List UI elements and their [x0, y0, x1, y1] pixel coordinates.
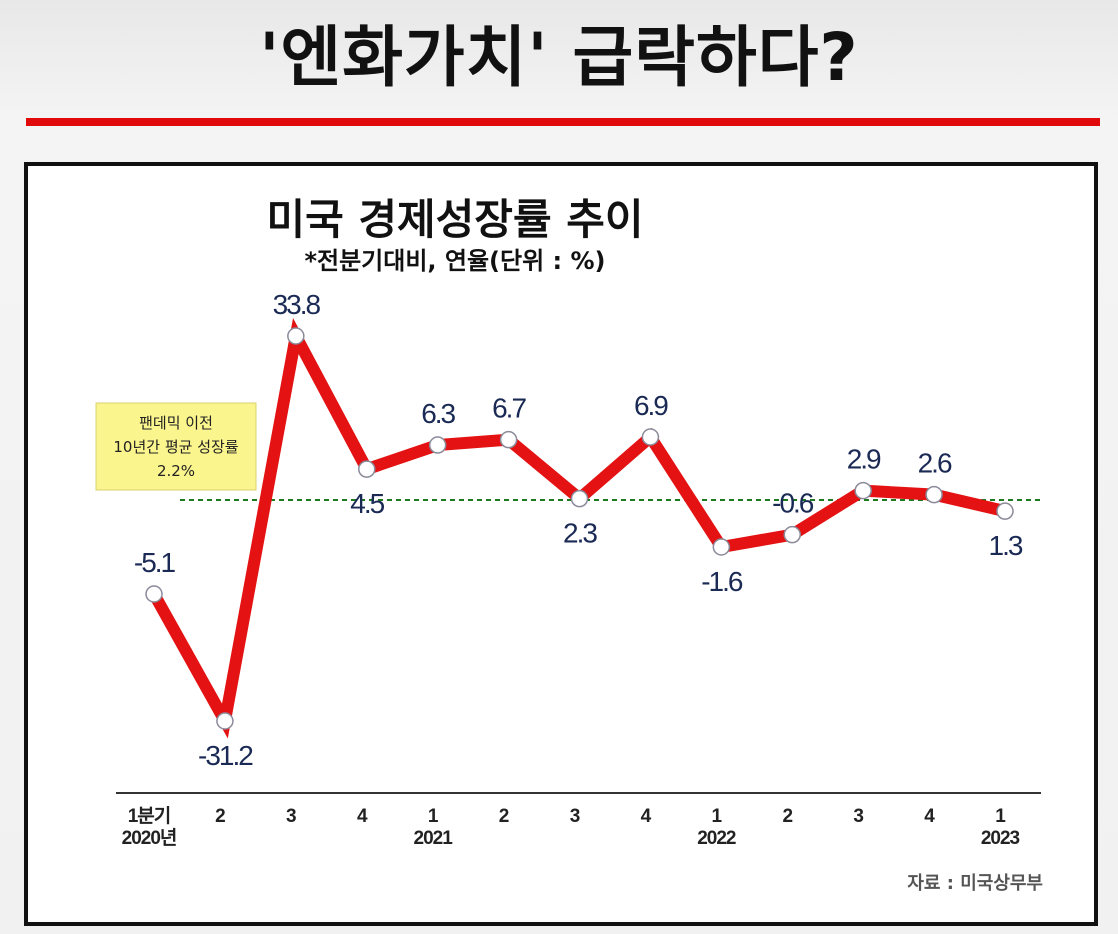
value-label: 6.7 — [492, 393, 526, 424]
data-point — [712, 538, 731, 556]
note-line-3: 2.2% — [157, 462, 195, 480]
x-tick-label: 3 — [286, 806, 296, 827]
x-tick-label: 4 — [641, 806, 652, 827]
source-note: 자료 : 미국상무부 — [907, 873, 1043, 894]
value-label: -1.6 — [701, 566, 743, 597]
note-line-1: 팬데믹 이전 — [139, 414, 213, 432]
data-point — [287, 327, 305, 345]
x-tick-label: 1 — [712, 806, 723, 827]
value-label: -5.1 — [134, 547, 176, 578]
chart-subtitle: *전분기대비, 연율(단위 : %) — [304, 247, 605, 275]
value-label: 6.3 — [421, 398, 455, 429]
x-tick-label: 2 — [499, 806, 509, 827]
x-tick-label: 1분기 — [128, 805, 171, 827]
growth-rate-chart: 미국 경제성장률 추이 *전분기대비, 연율(단위 : %) 팬데믹 이전 10… — [95, 195, 1043, 894]
x-tick-label: 4 — [924, 806, 935, 827]
value-label: -31.2 — [198, 740, 253, 771]
x-year-label: 2020년 — [122, 827, 177, 849]
x-year-label: 2021 — [414, 828, 454, 849]
x-tick-label: 1 — [428, 806, 439, 827]
data-point — [358, 460, 376, 478]
value-label: 6.9 — [634, 390, 668, 421]
value-label: 2.3 — [563, 518, 597, 549]
value-label: 2.9 — [847, 444, 881, 475]
data-point — [641, 428, 660, 446]
x-tick-label: 1 — [995, 806, 1006, 827]
chart-title: 미국 경제성장률 추이 — [266, 195, 643, 244]
value-label: 4.5 — [350, 488, 384, 519]
x-tick-label: 2 — [782, 806, 792, 827]
x-year-label: 2023 — [981, 828, 1020, 849]
data-point — [854, 481, 872, 500]
value-label: -0.6 — [772, 488, 814, 519]
x-tick-label: 3 — [853, 806, 863, 827]
headline: '엔화가치' 급락하다? — [259, 19, 859, 96]
data-point — [499, 430, 518, 449]
data-point — [145, 585, 163, 603]
value-label: 2.6 — [918, 448, 952, 479]
x-tick-label: 4 — [357, 806, 368, 827]
data-point — [783, 525, 801, 544]
data-point — [428, 436, 447, 454]
chart-frame: 미국 경제성장률 추이 *전분기대비, 연율(단위 : %) 팬데믹 이전 10… — [24, 162, 1098, 926]
x-tick-label: 3 — [570, 806, 580, 827]
data-point — [996, 502, 1014, 520]
data-point — [216, 712, 234, 730]
value-label: 1.3 — [989, 530, 1023, 561]
value-label: 33.8 — [273, 289, 321, 320]
x-tick-label: 2 — [215, 806, 225, 827]
note-line-2: 10년간 평균 성장률 — [113, 438, 238, 456]
average-note-box: 팬데믹 이전 10년간 평균 성장률 2.2% — [95, 402, 257, 491]
data-point — [570, 489, 589, 508]
data-point — [925, 485, 943, 504]
headline-underline — [26, 118, 1100, 126]
x-year-label: 2022 — [697, 828, 736, 849]
